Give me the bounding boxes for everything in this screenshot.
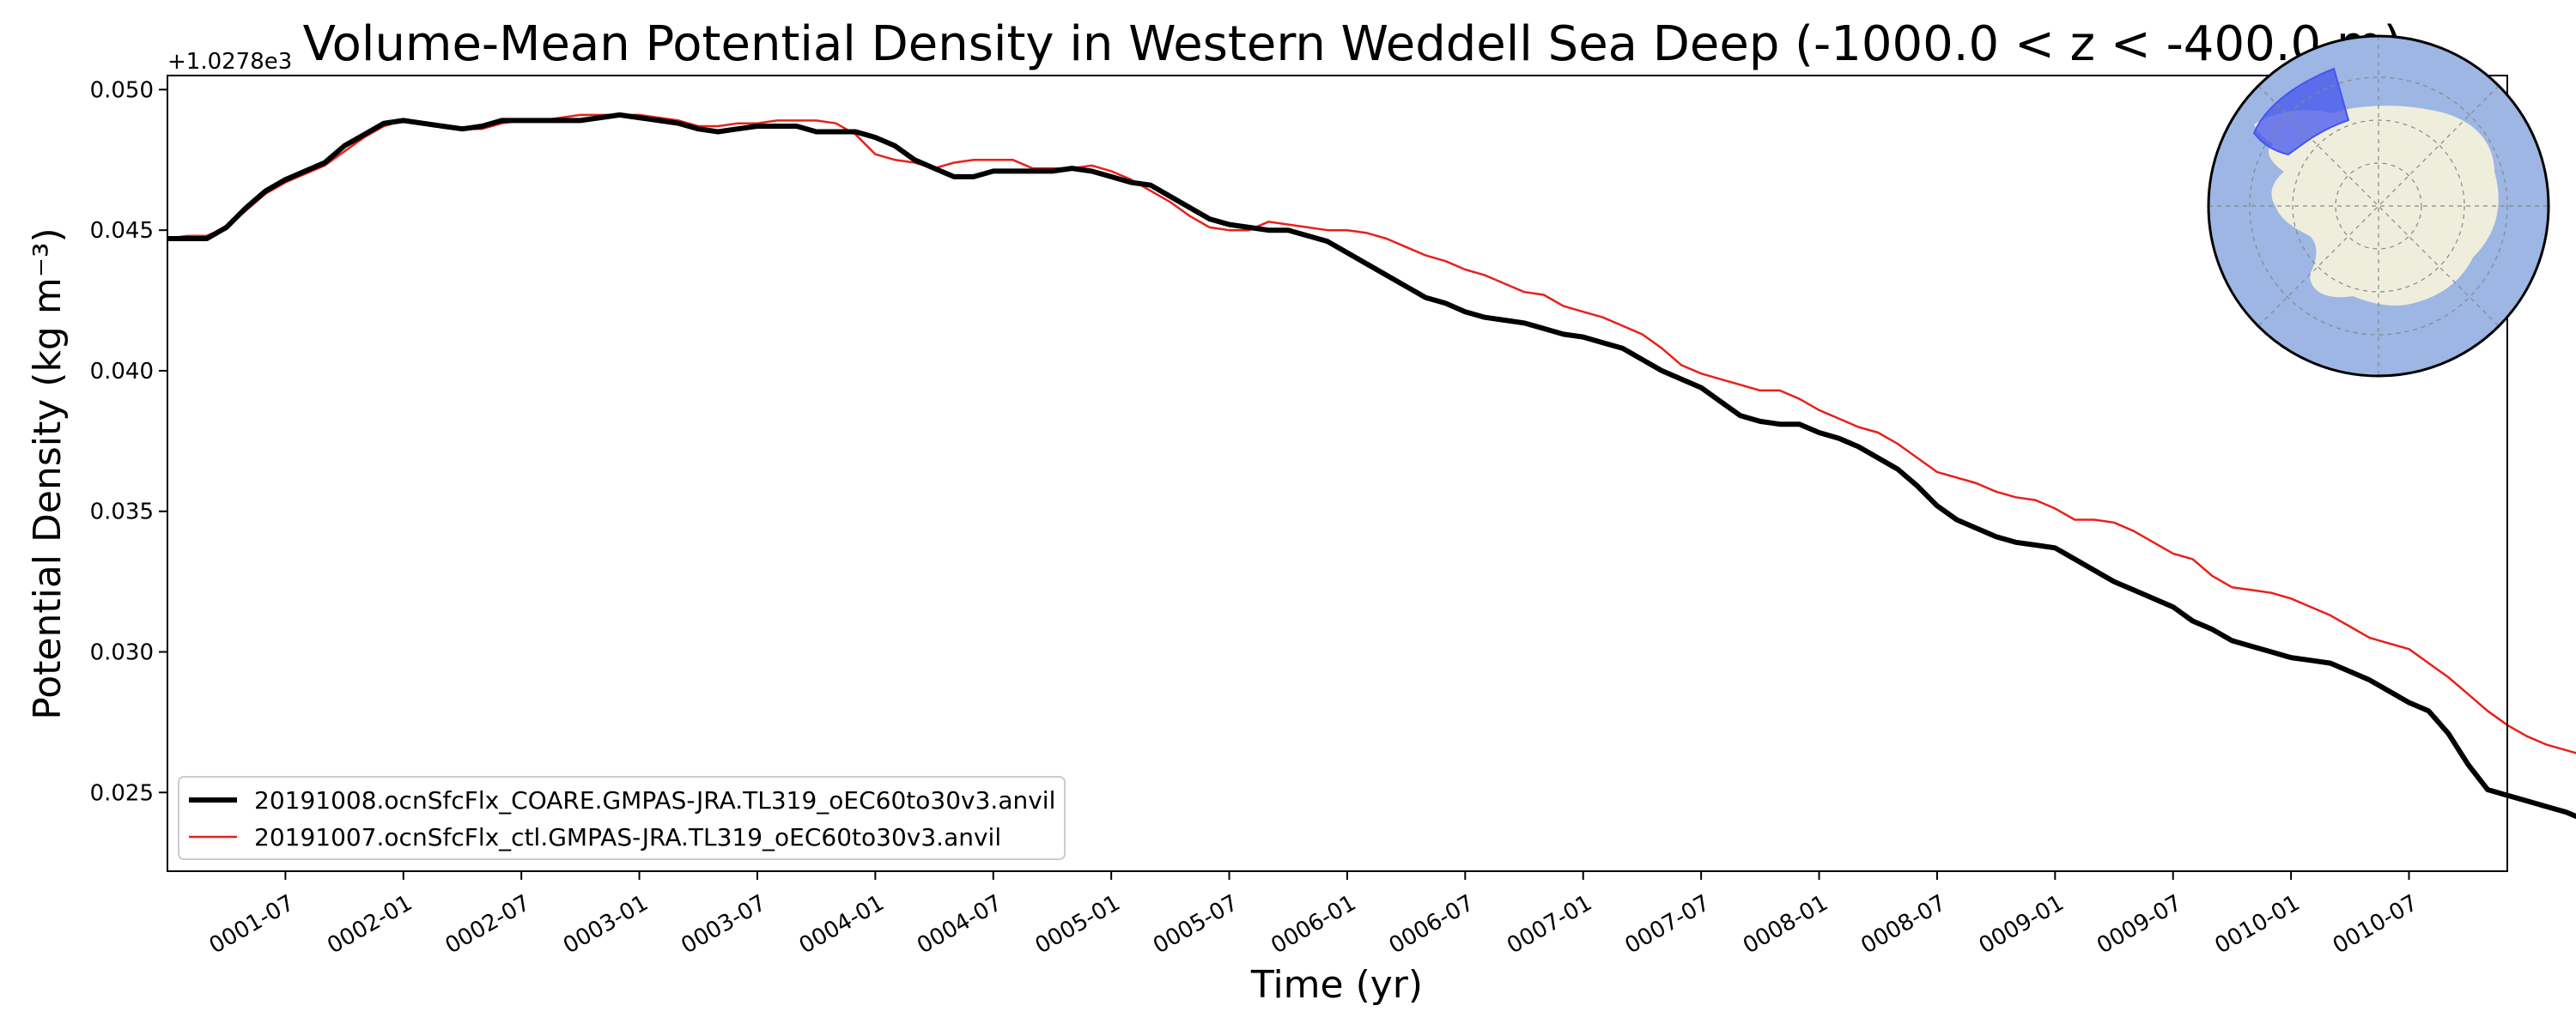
legend-label-coare: 20191008.ocnSfcFlx_COARE.GMPAS-JRA.TL319… xyxy=(254,786,1055,815)
chart-title: Volume-Mean Potential Density in Western… xyxy=(303,16,2403,72)
x-tick-label: 0003-07 xyxy=(677,890,770,959)
x-tick-label: 0004-01 xyxy=(795,890,889,959)
x-tick-label: 0002-07 xyxy=(441,890,535,959)
y-tick-label: 0.050 xyxy=(90,77,154,103)
x-tick-label: 0007-01 xyxy=(1503,890,1596,959)
x-tick-label: 0009-07 xyxy=(2093,890,2186,959)
y-tick-label: 0.040 xyxy=(90,359,154,385)
x-tick-label: 0006-07 xyxy=(1385,890,1479,959)
weddell-sea-region xyxy=(2252,67,2350,156)
y-axis: 0.025 0.030 0.035 0.040 0.045 0.050 xyxy=(90,77,167,806)
x-axis-title: Time (yr) xyxy=(1250,963,1423,1007)
y-axis-title: Potential Density (kg m⁻³) xyxy=(26,227,70,719)
legend-label-ctl: 20191007.ocnSfcFlx_ctl.GMPAS-JRA.TL319_o… xyxy=(254,823,1001,851)
x-tick-label: 0006-01 xyxy=(1267,890,1360,959)
plot-area xyxy=(167,75,2576,872)
x-tick-label: 0004-07 xyxy=(913,890,1006,959)
antarctic-peninsula xyxy=(2271,144,2324,189)
x-axis: 0001-07 0002-01 0002-07 0003-01 0003-07 0004-… xyxy=(205,871,2422,959)
y-tick-label: 0.035 xyxy=(90,500,154,525)
x-tick-label: 0007-07 xyxy=(1621,890,1715,959)
series-line-1 xyxy=(167,113,2576,754)
x-tick-label: 0008-01 xyxy=(1739,890,1832,959)
y-tick-label: 0.025 xyxy=(90,780,154,806)
legend: 20191008.ocnSfcFlx_COARE.GMPAS-JRA.TL319… xyxy=(178,776,1066,860)
x-tick-label: 0005-01 xyxy=(1031,890,1125,959)
inset-graticule xyxy=(2208,36,2549,376)
series-layer xyxy=(167,112,2576,820)
y-offset-label: +1.0278e3 xyxy=(167,49,292,75)
y-tick-label: 0.045 xyxy=(90,218,154,244)
inset-map xyxy=(2207,34,2550,378)
series-line-0 xyxy=(167,112,2576,820)
x-tick-label: 0002-01 xyxy=(323,890,416,959)
plot-background xyxy=(167,76,2507,871)
x-tick-label: 0010-01 xyxy=(2211,890,2305,959)
y-tick-label: 0.030 xyxy=(90,640,154,666)
x-tick-label: 0005-07 xyxy=(1149,890,1242,959)
plot-frame xyxy=(167,75,2508,872)
x-tick-label: 0010-07 xyxy=(2329,890,2422,959)
legend-box xyxy=(178,776,1066,860)
x-tick-label: 0001-07 xyxy=(205,890,299,959)
x-tick-label: 0008-07 xyxy=(1856,890,1950,959)
antarctica-landmass xyxy=(2254,106,2499,306)
x-tick-label: 0009-01 xyxy=(1975,890,2069,959)
inset-border xyxy=(2207,34,2550,378)
x-tick-label: 0003-01 xyxy=(559,890,653,959)
